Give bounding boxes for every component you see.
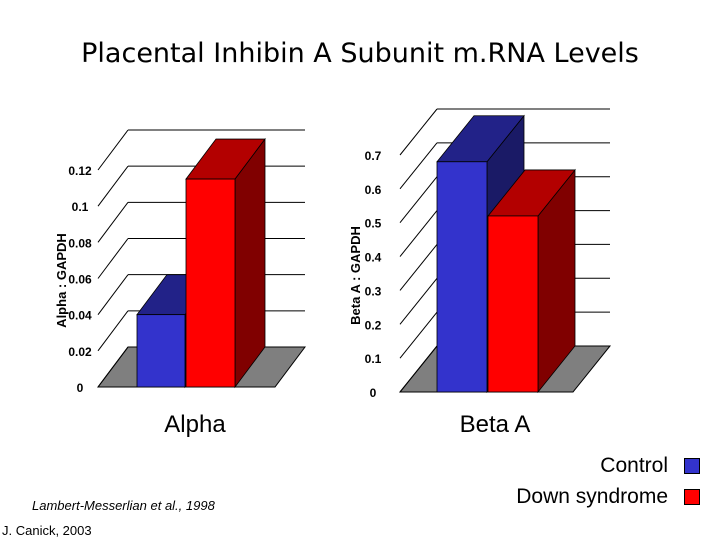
y-tick-label: 0.1 (365, 352, 382, 366)
y-tick-label: 0.08 (68, 236, 92, 250)
side-wall-line (97, 238, 129, 279)
side-wall-line (97, 129, 129, 171)
y-tick-label: 0.5 (365, 217, 382, 231)
y-tick-label: 0.1 (72, 200, 89, 214)
y-axis-label: Beta A : GAPDH (348, 226, 363, 325)
bar-side-down-syndrome (234, 137, 266, 389)
legend-item-control: Control (516, 450, 700, 481)
chart-1: 0 0.1 0.2 0.3 0.4 0.5 0.6 0.7 Beta A : GAPDH Beta… (348, 108, 612, 438)
y-tick-label: 0.3 (365, 284, 382, 298)
side-wall-line (97, 202, 129, 243)
side-wall-line (97, 310, 129, 352)
side-wall-line (399, 345, 438, 393)
y-tick-label: 0.12 (68, 164, 92, 178)
chart-title: Placental Inhibin A Subunit m.RNA Levels (81, 38, 639, 69)
bar-down-syndrome (487, 215, 539, 393)
side-wall-line (399, 311, 438, 359)
category-label: Alpha (164, 411, 226, 438)
y-tick-label: 0 (77, 381, 84, 395)
y-tick-label: 0.06 (68, 273, 92, 287)
legend-swatch-control (684, 457, 700, 474)
side-wall-line (97, 346, 129, 388)
y-tick-label: 0.02 (68, 345, 92, 359)
side-wall-line (399, 108, 438, 156)
legend-label: Control (600, 453, 668, 477)
y-tick-label: 0.04 (68, 309, 92, 323)
y-tick-label: 0.2 (365, 318, 382, 332)
y-tick-label: 0 (370, 386, 377, 400)
chart-0: 0 0.02 0.04 0.06 0.08 0.1 0.12 Alpha : GAPDH Alp… (54, 129, 306, 438)
bar-down-syndrome (185, 178, 236, 388)
y-tick-label: 0.7 (365, 149, 382, 163)
side-wall-line (399, 142, 438, 190)
category-label: Beta A (460, 411, 531, 438)
y-tick-label: 0.4 (365, 251, 382, 265)
legend-swatch-down-syndrome (684, 488, 700, 505)
credit: J. Canick, 2003 (2, 523, 92, 538)
legend-label: Down syndrome (516, 484, 668, 508)
y-tick-label: 0.6 (365, 183, 382, 197)
side-wall-line (399, 244, 438, 291)
side-wall-line (97, 274, 129, 315)
legend-item-down-syndrome: Down syndrome (516, 481, 700, 512)
side-wall-line (399, 210, 438, 257)
legend: Control Down syndrome (516, 450, 700, 512)
bar-control (436, 161, 488, 393)
side-wall-line (97, 165, 129, 207)
citation: Lambert-Messerlian et al., 1998 (32, 498, 215, 513)
side-wall-line (399, 176, 438, 224)
y-axis-label: Alpha : GAPDH (54, 233, 69, 328)
bar-control (136, 314, 186, 388)
side-wall-line (399, 277, 438, 325)
